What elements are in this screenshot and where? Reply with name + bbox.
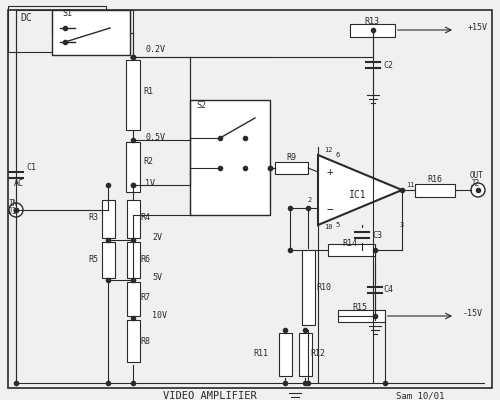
Text: S2: S2 [196, 100, 206, 110]
Text: 3: 3 [400, 222, 404, 228]
Text: 12: 12 [324, 147, 332, 153]
Text: 5V: 5V [152, 274, 162, 282]
Bar [328, 244, 375, 256]
Text: -15V: -15V [463, 310, 483, 318]
Bar [126, 60, 140, 130]
Text: Sam 10/01: Sam 10/01 [396, 392, 444, 400]
Bar [190, 100, 270, 215]
Text: R2: R2 [143, 158, 153, 166]
Bar [102, 200, 114, 238]
Circle shape [9, 203, 23, 217]
Bar [275, 162, 308, 174]
Text: C3: C3 [372, 230, 382, 240]
Text: 10V: 10V [152, 312, 167, 320]
Bar [126, 320, 140, 362]
Text: OUT: OUT [470, 170, 484, 180]
Text: R10: R10 [316, 284, 331, 292]
Bar [102, 242, 114, 278]
Bar [278, 333, 291, 376]
Text: 11: 11 [406, 182, 414, 188]
Text: 0.2V: 0.2V [145, 46, 165, 54]
Text: 10: 10 [324, 224, 332, 230]
Text: +: + [326, 167, 334, 177]
Text: R8: R8 [140, 338, 150, 346]
Text: IC1: IC1 [349, 190, 367, 200]
Text: R6: R6 [140, 256, 150, 264]
Text: R9: R9 [286, 154, 296, 162]
Bar [52, 10, 130, 55]
Text: DC: DC [20, 13, 32, 23]
Circle shape [471, 183, 485, 197]
Text: C1: C1 [26, 164, 36, 172]
Text: +15V: +15V [468, 24, 488, 32]
Text: 6: 6 [336, 152, 340, 158]
Bar [126, 200, 140, 238]
Text: 2V: 2V [152, 234, 162, 242]
Bar [298, 333, 312, 376]
Text: C2: C2 [383, 60, 393, 70]
Text: S1: S1 [62, 10, 72, 18]
Text: −: − [326, 205, 334, 215]
Bar [126, 242, 140, 278]
Text: 5: 5 [336, 222, 340, 228]
Bar [302, 250, 314, 325]
Polygon shape [318, 155, 402, 225]
Bar [126, 142, 140, 192]
Text: 2: 2 [308, 197, 312, 203]
Text: 0.5V: 0.5V [145, 134, 165, 142]
Text: R13: R13 [364, 18, 380, 26]
Text: R7: R7 [140, 294, 150, 302]
Text: R1: R1 [143, 88, 153, 96]
Text: R15: R15 [352, 304, 368, 312]
Text: R12: R12 [310, 350, 325, 358]
Bar [350, 24, 395, 36]
Bar [8, 6, 106, 52]
Text: VIDEO AMPLIFIER: VIDEO AMPLIFIER [163, 391, 257, 400]
Text: R14: R14 [342, 240, 357, 248]
Text: 1V: 1V [145, 178, 155, 188]
Text: R5: R5 [88, 256, 98, 264]
Text: IN: IN [8, 200, 17, 208]
Bar [415, 184, 455, 196]
Text: R3: R3 [88, 214, 98, 222]
Text: J1: J1 [8, 208, 17, 216]
Text: R11: R11 [253, 350, 268, 358]
Text: AC: AC [14, 178, 24, 188]
Bar [126, 282, 140, 316]
Bar [338, 310, 385, 322]
Text: C4: C4 [383, 286, 393, 294]
Text: R4: R4 [140, 214, 150, 222]
Text: J2: J2 [471, 178, 480, 188]
Text: R16: R16 [428, 176, 442, 184]
